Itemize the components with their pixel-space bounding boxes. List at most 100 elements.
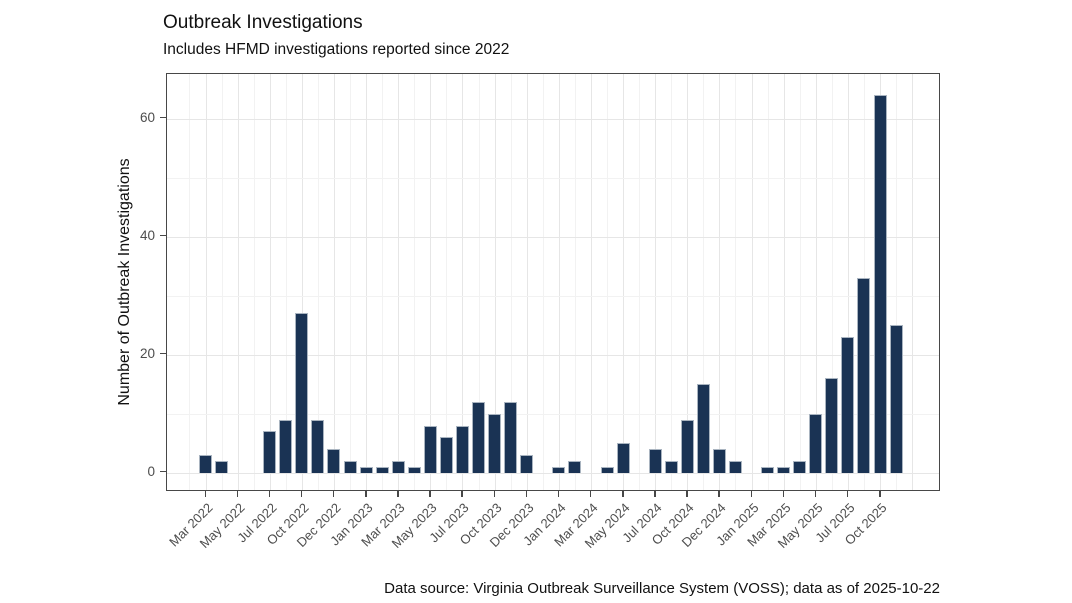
bar — [504, 401, 518, 473]
gridline-vertical — [237, 74, 239, 490]
x-tick-mark — [525, 491, 528, 497]
x-tick-mark — [557, 491, 560, 497]
bar — [520, 455, 534, 473]
bar — [488, 413, 502, 473]
x-tick-mark — [493, 491, 496, 497]
gridline-vertical — [574, 74, 576, 490]
bar — [327, 449, 341, 473]
gridline-vertical — [735, 74, 737, 490]
gridline-vertical — [205, 74, 207, 490]
gridline-horizontal — [167, 118, 939, 120]
x-tick-mark — [204, 491, 206, 497]
y-tick-mark — [160, 116, 166, 119]
y-tick-label: 20 — [139, 345, 155, 361]
gridline-vertical — [510, 74, 512, 490]
y-axis-title: Number of Outbreak Investigations — [116, 158, 133, 406]
bar — [375, 466, 389, 473]
bar — [311, 419, 325, 473]
chart-panel — [166, 73, 940, 491]
gridline-vertical — [639, 74, 641, 490]
x-tick-mark — [589, 491, 592, 497]
x-tick-mark — [268, 491, 271, 497]
bar — [552, 466, 566, 473]
bar — [199, 455, 212, 473]
bar — [841, 337, 855, 473]
x-tick-mark — [461, 491, 463, 497]
gridline-vertical — [382, 74, 384, 490]
y-tick-label: 40 — [139, 227, 155, 243]
y-tick-mark — [160, 352, 166, 355]
x-tick-mark — [718, 491, 720, 497]
x-tick-mark — [622, 491, 624, 497]
gridline-vertical — [478, 74, 480, 490]
bar — [215, 460, 229, 473]
bar — [696, 384, 710, 473]
chart-title: Outbreak Investigations — [163, 12, 363, 33]
gridline-vertical — [317, 74, 319, 490]
x-tick-mark — [846, 491, 849, 497]
bar — [616, 443, 630, 473]
chart-subtitle: Includes HFMD investigations reported si… — [163, 41, 510, 58]
gridline-horizontal-minor — [167, 177, 939, 179]
x-tick-mark — [365, 491, 367, 497]
bar — [295, 313, 309, 473]
gridline-vertical — [623, 74, 625, 490]
bar — [712, 449, 726, 473]
gridline-horizontal-minor — [167, 295, 939, 297]
bar — [423, 425, 437, 473]
bar — [391, 460, 405, 473]
gridline-horizontal — [167, 354, 939, 356]
gridline-vertical — [671, 74, 673, 490]
gridline-vertical — [301, 74, 303, 490]
gridline-vertical — [703, 74, 705, 490]
bar — [873, 95, 887, 473]
gridline-vertical — [558, 74, 560, 490]
gridline-vertical — [799, 74, 801, 490]
gridline-vertical — [221, 74, 223, 490]
bar — [761, 466, 775, 473]
data-source-caption: Data source: Virginia Outbreak Surveilla… — [384, 580, 940, 597]
gridline-vertical — [687, 74, 689, 490]
y-tick-mark — [160, 234, 166, 237]
gridline-vertical — [526, 74, 528, 490]
x-tick-mark — [686, 491, 688, 497]
bar — [343, 460, 357, 473]
y-tick-mark — [160, 470, 166, 473]
x-tick-mark — [750, 491, 753, 497]
bar — [600, 466, 614, 473]
x-tick-mark — [236, 491, 239, 497]
bar — [407, 466, 421, 473]
bar — [455, 425, 469, 473]
bar — [680, 419, 694, 473]
gridline-vertical — [446, 74, 448, 490]
gridline-horizontal — [167, 236, 939, 238]
bar — [359, 466, 373, 473]
x-tick-mark — [429, 491, 431, 497]
gridline-vertical — [767, 74, 769, 490]
gridline-vertical — [896, 74, 898, 490]
bar — [472, 401, 486, 473]
x-tick-mark — [300, 491, 303, 497]
gridline-vertical — [494, 74, 496, 490]
gridline-vertical — [269, 74, 271, 490]
gridline-horizontal-minor — [167, 413, 939, 415]
gridline-vertical — [366, 74, 368, 490]
gridline-vertical — [815, 74, 817, 490]
gridline-vertical — [590, 74, 592, 490]
gridline-vertical — [189, 74, 191, 490]
bar — [825, 378, 839, 473]
gridline-vertical — [751, 74, 753, 490]
gridline-horizontal — [167, 472, 939, 474]
bar — [793, 460, 807, 473]
bar — [889, 325, 903, 473]
y-tick-label: 0 — [147, 463, 155, 479]
bar — [263, 431, 277, 473]
gridline-vertical — [398, 74, 400, 490]
gridline-vertical — [253, 74, 255, 490]
gridline-vertical — [430, 74, 432, 490]
bar — [728, 460, 742, 473]
bar — [568, 460, 582, 473]
gridline-vertical — [912, 74, 914, 490]
bar — [809, 413, 823, 473]
